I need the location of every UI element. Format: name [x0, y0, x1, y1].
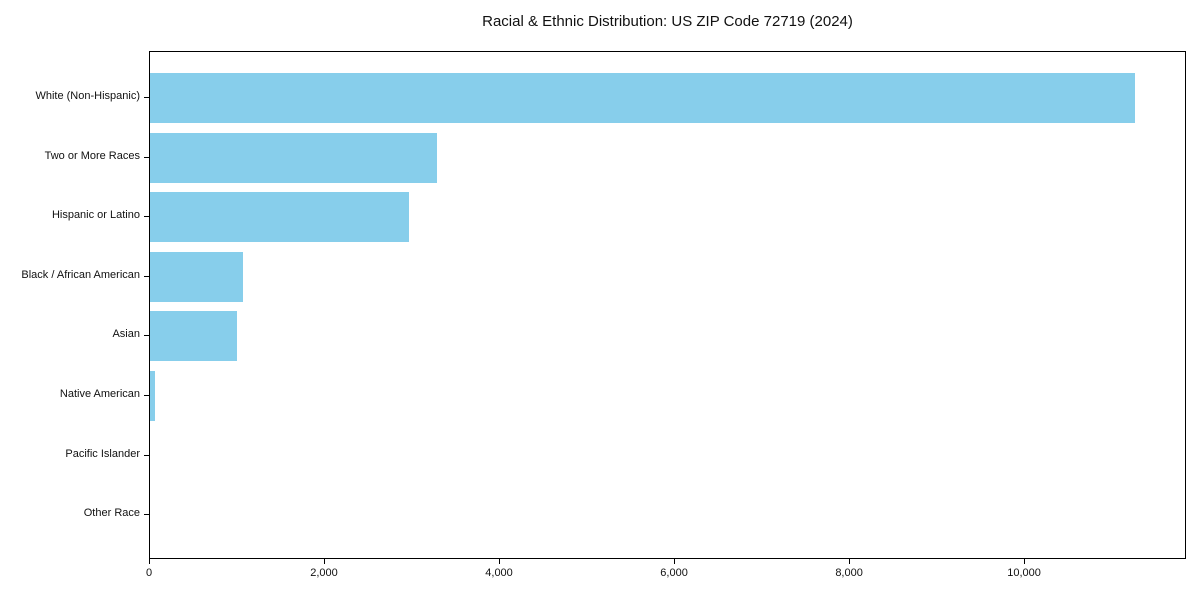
- bar: [150, 192, 409, 243]
- x-tick-label: 2,000: [310, 567, 338, 579]
- bar: [150, 73, 1136, 123]
- x-tick-label: 6,000: [660, 567, 688, 579]
- x-tick: [849, 559, 851, 564]
- x-tick: [674, 559, 676, 564]
- y-tick-label: Other Race: [83, 507, 140, 520]
- y-tick-label: Black / African American: [21, 268, 140, 281]
- x-tick: [499, 559, 501, 564]
- x-tick: [324, 559, 326, 564]
- y-tick-label: Asian: [112, 328, 140, 341]
- x-tick-label: 10,000: [1007, 567, 1041, 579]
- y-tick-label: Pacific Islander: [65, 447, 140, 460]
- y-tick-label: White (Non-Hispanic): [35, 90, 140, 102]
- bar: [150, 251, 243, 302]
- y-tick-label: Hispanic or Latino: [51, 209, 140, 222]
- y-tick: [144, 454, 149, 456]
- bar: [150, 311, 238, 362]
- y-tick: [144, 156, 149, 158]
- y-tick: [144, 335, 149, 337]
- plot-area: [149, 51, 1186, 559]
- x-tick-label: 4,000: [485, 567, 513, 579]
- y-tick-label: Two or More Races: [44, 149, 140, 162]
- x-tick: [1024, 559, 1026, 564]
- y-tick-label: Native American: [59, 388, 140, 400]
- x-tick-label: 0: [145, 567, 153, 579]
- bar: [150, 371, 155, 421]
- y-tick: [144, 216, 149, 218]
- y-tick: [144, 97, 149, 98]
- y-tick: [144, 395, 149, 396]
- chart-title: Racial & Ethnic Distribution: US ZIP Cod…: [482, 13, 853, 30]
- y-tick: [144, 514, 149, 516]
- bar: [150, 132, 438, 183]
- y-tick: [144, 275, 149, 277]
- x-tick-label: 8,000: [835, 567, 863, 579]
- x-tick: [149, 559, 150, 564]
